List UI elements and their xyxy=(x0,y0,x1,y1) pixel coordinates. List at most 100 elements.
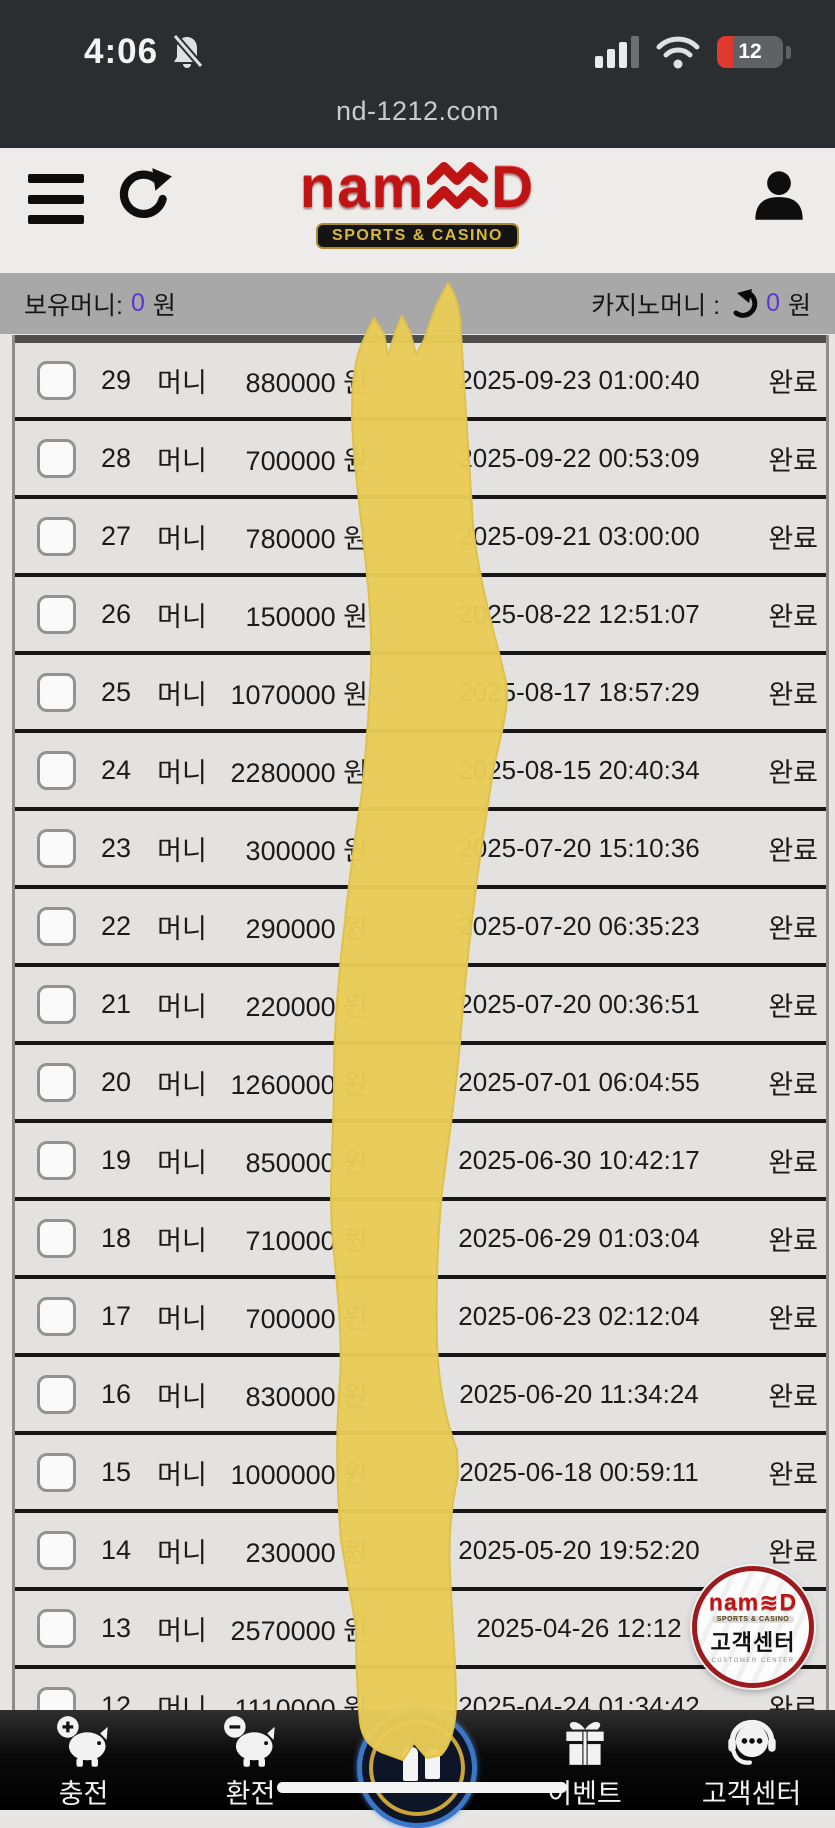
row-checkbox[interactable] xyxy=(37,828,76,868)
table-row: 29 머니 880000 원 2025-09-23 01:00:40 완료 xyxy=(15,343,826,421)
row-checkbox[interactable] xyxy=(37,1608,76,1648)
row-status: 완료 xyxy=(768,523,818,554)
row-checkbox[interactable] xyxy=(37,594,76,634)
row-datetime: 2025-07-20 06:35:23 xyxy=(458,910,700,941)
row-number: 23 xyxy=(100,832,132,863)
row-amount: 880000 원 xyxy=(245,367,368,398)
row-datetime: 2025-07-01 06:04:55 xyxy=(458,1066,700,1097)
held-money-unit: 원 xyxy=(152,291,176,320)
table-row: 27 머니 780000 원 2025-09-21 03:00:00 완료 xyxy=(15,499,826,577)
row-checkbox[interactable] xyxy=(37,1218,76,1258)
nav-item-customer-center[interactable]: 고객센터 xyxy=(668,1710,835,1810)
row-amount: 300000 원 xyxy=(245,835,368,866)
row-checkbox[interactable] xyxy=(37,672,76,712)
refresh-button[interactable] xyxy=(112,166,174,228)
table-row: 21 머니 220000 원 2025-07-20 00:36:51 완료 xyxy=(15,967,826,1045)
row-datetime: 2025-09-22 00:53:09 xyxy=(458,442,700,473)
center-button-logo-mark xyxy=(425,1749,440,1779)
row-checkbox[interactable] xyxy=(37,984,76,1024)
logo-suffix: D xyxy=(491,155,536,220)
row-type: 머니 xyxy=(157,1615,207,1646)
row-amount: 290000 원 xyxy=(245,913,368,944)
table-row: 23 머니 300000 원 2025-07-20 15:10:36 완료 xyxy=(15,811,826,889)
account-button[interactable] xyxy=(751,166,807,224)
table-row: 25 머니 1070000 원 2025-08-17 18:57:29 완료 xyxy=(15,655,826,733)
row-checkbox[interactable] xyxy=(37,516,76,556)
table-row: 15 머니 1000000 원 2025-06-18 00:59:11 완료 xyxy=(15,1435,826,1513)
casino-refresh-icon[interactable] xyxy=(728,288,758,319)
row-number: 28 xyxy=(100,442,132,473)
row-type: 머니 xyxy=(157,1381,207,1412)
status-bar: 4:06 12 xyxy=(0,24,835,80)
row-amount: 1260000 원 xyxy=(230,1069,368,1100)
row-number: 29 xyxy=(100,364,132,395)
nav-item-deposit[interactable]: 충전 xyxy=(0,1710,167,1810)
row-status: 완료 xyxy=(768,1147,818,1178)
row-status: 완료 xyxy=(768,913,818,944)
home-indicator[interactable] xyxy=(277,1782,567,1793)
casino-money-label: 카지노머니 : xyxy=(591,291,721,320)
row-status: 완료 xyxy=(768,1225,818,1256)
row-checkbox[interactable] xyxy=(37,1530,76,1570)
nav-item-withdraw[interactable]: 환전 xyxy=(167,1710,334,1810)
withdraw-piggy-minus-icon xyxy=(223,1714,279,1770)
table-row: 17 머니 700000 원 2025-06-23 02:12:04 완료 xyxy=(15,1279,826,1357)
row-status: 완료 xyxy=(768,1303,818,1334)
menu-button[interactable] xyxy=(28,174,84,224)
row-datetime: 2025-06-30 10:42:17 xyxy=(458,1144,700,1175)
row-datetime: 2025-09-23 01:00:40 xyxy=(458,364,700,395)
row-amount: 2280000 원 xyxy=(230,757,368,788)
logo-tagline: SPORTS & CASINO xyxy=(316,223,519,249)
row-datetime: 2025-06-23 02:12:04 xyxy=(458,1300,700,1331)
held-money-label: 보유머니: xyxy=(24,291,123,320)
row-checkbox[interactable] xyxy=(37,750,76,790)
row-checkbox[interactable] xyxy=(37,1296,76,1336)
address-bar[interactable]: nd-1212.com xyxy=(335,96,500,126)
event-gift-icon xyxy=(558,1714,612,1770)
row-datetime: 2025-06-29 01:03:04 xyxy=(458,1222,700,1253)
row-checkbox[interactable] xyxy=(37,906,76,946)
badge-logo-text: nam≋D xyxy=(708,1588,798,1615)
row-datetime: 2025-06-18 00:59:11 xyxy=(459,1456,699,1487)
row-amount: 700000 원 xyxy=(245,1303,368,1334)
row-checkbox[interactable] xyxy=(37,1062,76,1102)
logo-zigzag-icon xyxy=(427,161,489,214)
row-type: 머니 xyxy=(157,913,207,944)
row-number: 19 xyxy=(100,1144,132,1175)
nav-item-event[interactable]: 이벤트 xyxy=(501,1710,668,1810)
row-amount: 710000 원 xyxy=(245,1225,368,1256)
row-checkbox[interactable] xyxy=(37,438,76,478)
row-amount: 700000 원 xyxy=(245,445,368,476)
badge-subtitle: CUSTOMER CENTER xyxy=(711,1657,795,1664)
row-checkbox[interactable] xyxy=(37,1140,76,1180)
table-row: 18 머니 710000 원 2025-06-29 01:03:04 완료 xyxy=(15,1201,826,1279)
row-amount: 830000 원 xyxy=(245,1381,368,1412)
row-checkbox[interactable] xyxy=(37,360,76,400)
row-checkbox[interactable] xyxy=(37,1452,76,1492)
row-number: 25 xyxy=(100,676,132,707)
customer-center-badge[interactable]: nam≋D SPORTS & CASINO 고객센터 CUSTOMER CENT… xyxy=(692,1566,814,1688)
row-type: 머니 xyxy=(157,1225,207,1256)
row-amount: 1000000 원 xyxy=(230,1459,368,1490)
row-number: 21 xyxy=(100,988,132,1019)
row-number: 20 xyxy=(100,1066,132,1097)
row-type: 머니 xyxy=(157,601,207,632)
table-row: 22 머니 290000 원 2025-07-20 06:35:23 완료 xyxy=(15,889,826,967)
row-status: 완료 xyxy=(768,1537,818,1568)
table-row: 20 머니 1260000 원 2025-07-01 06:04:55 완료 xyxy=(15,1045,826,1123)
row-type: 머니 xyxy=(157,991,207,1022)
row-datetime: 2025-06-20 11:34:24 xyxy=(459,1378,699,1409)
table-row: 24 머니 2280000 원 2025-08-15 20:40:34 완료 xyxy=(15,733,826,811)
table-row: 26 머니 150000 원 2025-08-22 12:51:07 완료 xyxy=(15,577,826,655)
row-amount: 220000 원 xyxy=(245,991,368,1022)
site-logo[interactable]: nam D SPORTS & CASINO xyxy=(0,154,835,249)
row-datetime: 2025-08-22 12:51:07 xyxy=(458,598,700,629)
row-checkbox[interactable] xyxy=(37,1374,76,1414)
nav-label: 환전 xyxy=(225,1779,276,1809)
row-amount: 150000 원 xyxy=(245,601,368,632)
row-datetime: 2025-08-15 20:40:34 xyxy=(458,754,700,785)
center-button-logo-mark xyxy=(403,1747,418,1781)
status-url-bar: 4:06 12 nd xyxy=(0,0,835,148)
row-type: 머니 xyxy=(157,1537,207,1568)
nav-center-home-button[interactable] xyxy=(357,1708,477,1828)
